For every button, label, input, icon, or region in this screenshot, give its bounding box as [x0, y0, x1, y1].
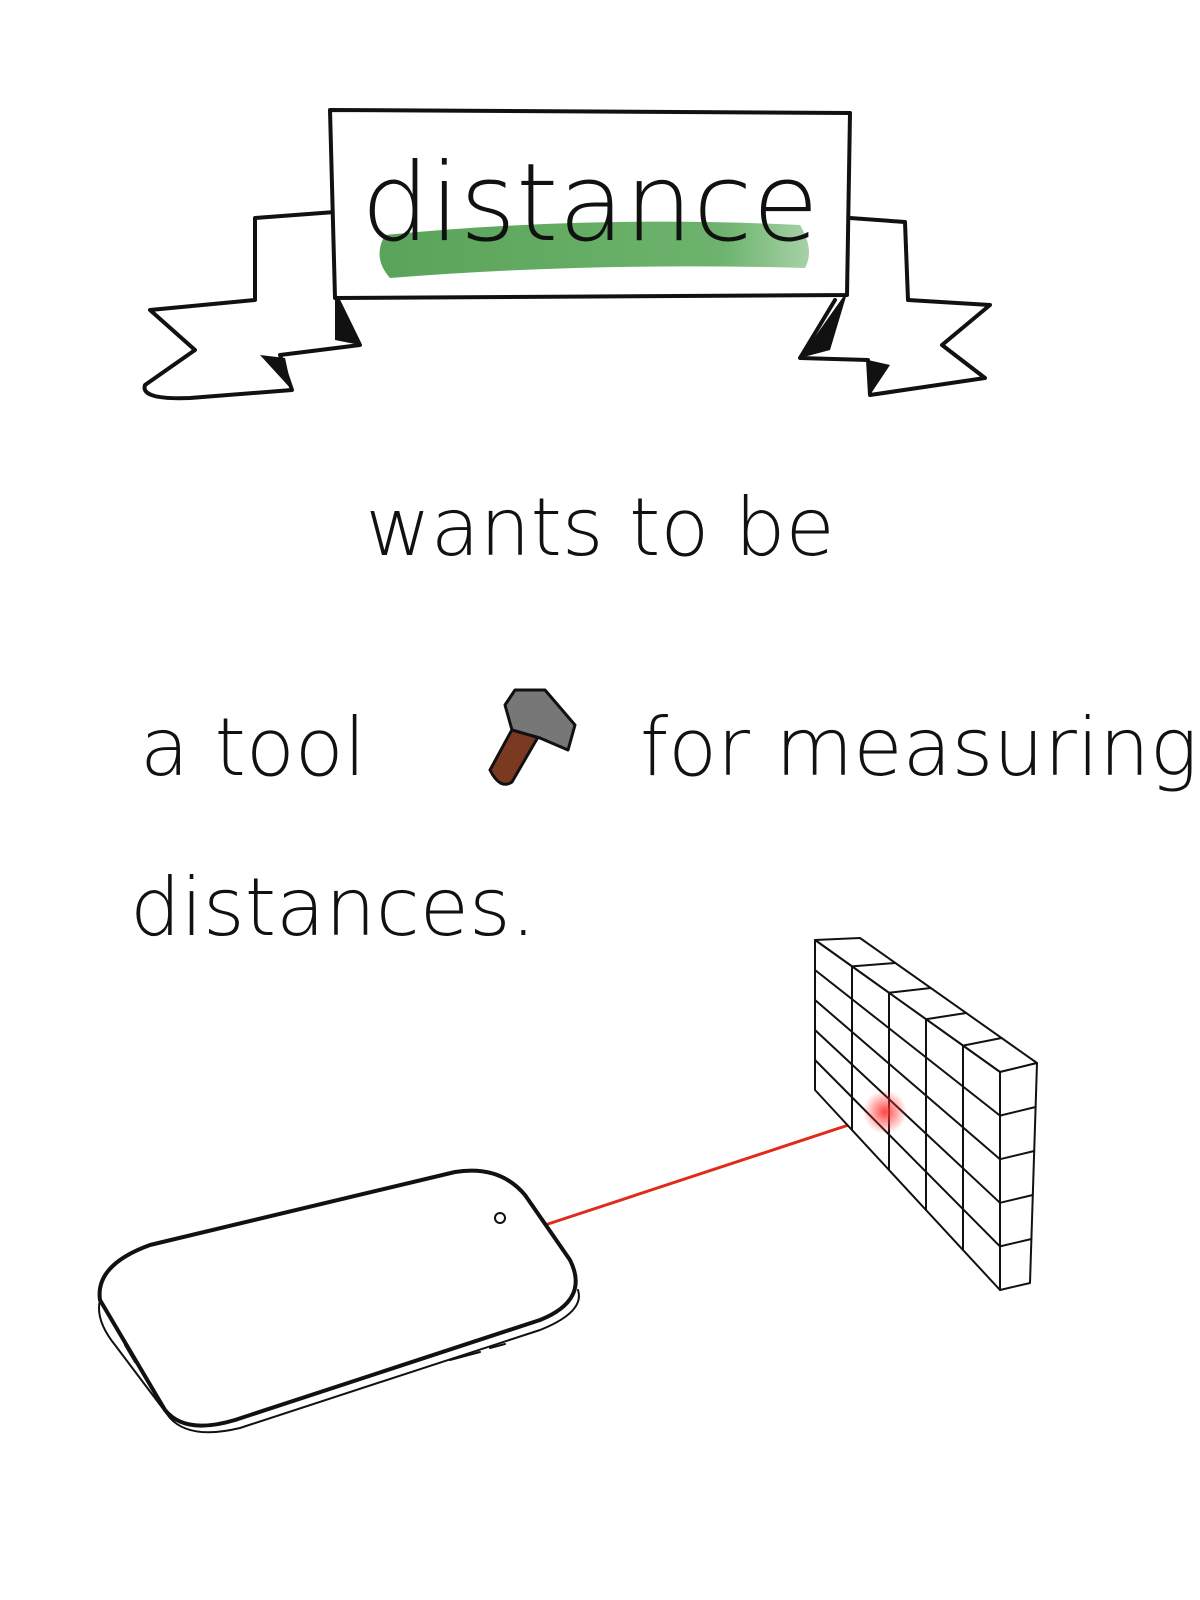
wall: [814, 937, 1038, 1291]
wall-line: [925, 1012, 968, 1021]
wall-line: [999, 1150, 1036, 1161]
phone: [97, 1168, 580, 1434]
text-line: for measuring: [640, 701, 1198, 794]
laser-dot: [863, 1090, 907, 1134]
wall-line: [999, 1238, 1033, 1248]
wall-line: [962, 1037, 1003, 1047]
banner: distance: [142, 108, 992, 401]
hammer-icon: [488, 688, 577, 786]
wall-line: [851, 962, 897, 968]
wall-line: [888, 987, 932, 994]
highlight: [379, 221, 809, 278]
text-line: distances.: [130, 861, 536, 954]
laser-beam: [544, 1111, 886, 1227]
wall-line: [814, 999, 1001, 1161]
wall-line: [999, 1106, 1037, 1117]
wall-line: [814, 969, 1001, 1117]
wall-line: [999, 1194, 1034, 1204]
wall-line: [814, 1029, 1001, 1204]
banner-title: distance: [361, 141, 819, 266]
text-line: a tool: [140, 701, 366, 794]
text-line: wants to be: [365, 481, 834, 574]
wall-line: [814, 1059, 1001, 1248]
